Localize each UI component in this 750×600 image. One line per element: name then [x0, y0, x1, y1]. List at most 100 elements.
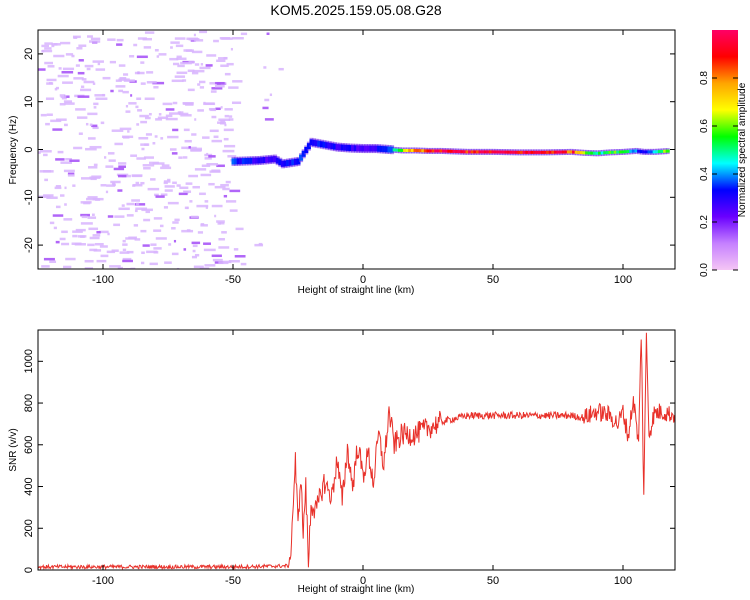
spectrogram-noise-cell — [116, 38, 124, 42]
spectrogram-noise-cell — [80, 213, 90, 217]
spectrogram-noise-cell — [111, 249, 119, 252]
y-tick-label: 400 — [23, 477, 35, 495]
spectrogram-noise-cell — [199, 30, 208, 34]
spectrogram-signal-cell — [551, 150, 556, 154]
spectrogram-noise-cell — [61, 242, 70, 246]
spectrogram-signal-cell — [304, 146, 309, 153]
spectrogram-noise-cell — [65, 158, 73, 161]
spectrogram-noise-cell — [217, 121, 225, 124]
spectrogram-signal-cell — [239, 158, 244, 165]
spectrogram-noise-cell — [63, 169, 75, 173]
spectrogram-noise-cell — [144, 31, 155, 34]
spectrogram-noise-cell — [183, 49, 193, 52]
spectrogram-noise-cell — [227, 155, 237, 158]
spectrogram-noise-cell — [213, 39, 219, 43]
colorbar-gradient — [712, 30, 738, 270]
spectrogram-noise-cell — [218, 246, 230, 249]
spectrogram-noise-cell — [154, 193, 159, 197]
colorbar-tick-label: 0.0 — [699, 263, 710, 277]
spectrogram-noise-cell — [146, 71, 154, 74]
spectrogram-noise-cell — [44, 178, 48, 182]
spectrogram-noise-cell — [147, 187, 160, 191]
spectrogram-noise-cell — [92, 60, 104, 63]
spectrogram-noise-cell — [240, 262, 247, 266]
spectrogram-signal-cell — [442, 149, 447, 153]
spectrogram-noise-cell — [39, 170, 52, 173]
spectrogram-noise-cell — [234, 255, 246, 258]
spectrogram-noise-cell — [129, 55, 135, 58]
x-tick-label: -50 — [225, 274, 241, 286]
spectrogram-noise-cell — [176, 71, 188, 75]
spectrogram-noise-cell — [220, 106, 223, 109]
spectrogram-signal-cell — [540, 150, 545, 154]
spectrogram-noise-cell — [223, 137, 229, 141]
spectrogram-signal-cell — [338, 144, 343, 151]
spectrogram-signal-cell — [421, 149, 426, 153]
x-tick-label: 50 — [487, 575, 499, 587]
spectrogram-signal-cell — [241, 158, 246, 165]
spectrogram-signal-cell — [457, 150, 462, 154]
spectrogram-noise-cell — [208, 182, 215, 186]
spectrogram-noise-cell — [221, 231, 227, 234]
spectrogram-noise-cell — [84, 64, 94, 68]
spectrogram-noise-cell — [171, 227, 176, 230]
spectrogram-x-label: Height of straight line (km) — [298, 285, 415, 296]
spectrogram-noise-cell — [191, 133, 197, 136]
spectrogram-noise-cell — [202, 136, 210, 139]
spectrogram-noise-cell — [55, 158, 65, 161]
spectrogram-noise-cell — [143, 218, 151, 222]
spectrogram-noise-cell — [140, 181, 145, 185]
spectrogram-signal-cell — [582, 151, 587, 155]
spectrogram-signal-cell — [353, 145, 358, 152]
spectrogram-noise-cell — [132, 174, 142, 178]
spectrogram-noise-cell — [134, 203, 146, 206]
spectrogram-noise-cell — [189, 200, 193, 203]
spectrogram-noise-cell — [177, 111, 181, 114]
spectrogram-signal-cell — [270, 156, 275, 163]
spectrogram-noise-cell — [81, 215, 88, 219]
spectrogram-signal-cell — [426, 149, 431, 153]
spectrogram-noise-cell — [119, 251, 130, 254]
spectrogram-noise-cell — [167, 135, 179, 139]
spectrogram-noise-cell — [141, 208, 153, 212]
spectrogram-signal-cell — [486, 150, 491, 154]
spectrogram-noise-cell — [199, 66, 211, 70]
spectrogram-noise-cell — [111, 182, 115, 185]
spectrogram-signal-cell — [366, 145, 371, 152]
spectrogram-noise-cell — [178, 112, 189, 116]
spectrogram-noise-cell — [100, 121, 105, 125]
spectrogram-noise-cell — [197, 83, 201, 86]
spectrogram-noise-cell — [87, 216, 97, 219]
spectrogram-noise-cell — [162, 102, 173, 106]
spectrogram-signal-cell — [517, 150, 522, 154]
spectrogram-noise-cell — [116, 43, 123, 46]
spectrogram-noise-cell — [153, 229, 162, 232]
spectrogram-noise-cell — [194, 118, 197, 121]
spectrogram-signal-cell — [447, 149, 452, 153]
spectrogram-noise-cell — [108, 159, 116, 162]
spectrogram-signal-cell — [600, 151, 605, 155]
spectrogram-noise-cell — [204, 264, 216, 267]
spectrogram-signal-cell — [613, 150, 618, 154]
spectrogram-noise-cell — [226, 62, 234, 66]
spectrogram-noise-cell — [63, 100, 73, 103]
spectrogram-signal-cell — [473, 150, 478, 154]
spectrogram-noise-cell — [254, 243, 264, 247]
spectrogram-signal-cell — [335, 144, 340, 151]
spectrogram-noise-cell — [224, 144, 236, 148]
spectrogram-noise-cell — [165, 117, 178, 121]
spectrogram-noise-cell — [115, 85, 126, 88]
spectrogram-noise-cell — [117, 266, 123, 269]
spectrogram-noise-cell — [197, 231, 204, 234]
spectrogram-signal-cell — [260, 157, 265, 164]
spectrogram-noise-cell — [199, 80, 206, 84]
snr-series-line — [38, 332, 675, 570]
spectrogram-noise-cell — [233, 248, 239, 251]
spectrogram-noise-cell — [60, 95, 67, 99]
spectrogram-signal-cell — [379, 145, 384, 152]
spectrogram-noise-cell — [92, 126, 99, 130]
spectrogram-noise-cell — [105, 165, 114, 168]
spectrogram-noise-cell — [199, 86, 205, 89]
spectrogram-noise-cell — [121, 204, 125, 207]
spectrogram-noise-cell — [181, 229, 194, 233]
